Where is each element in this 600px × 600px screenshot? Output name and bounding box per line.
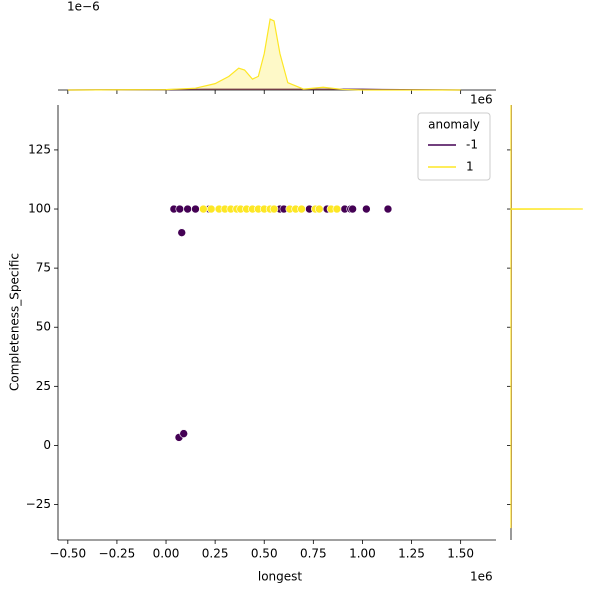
point xyxy=(314,204,324,214)
point xyxy=(183,204,192,214)
density-offset: 1e−6 xyxy=(67,0,100,14)
x-tick-label: 1.25 xyxy=(398,547,425,561)
x-axis-label: longest xyxy=(258,570,303,584)
x-tick-label: 0.00 xyxy=(153,547,180,561)
point xyxy=(179,429,189,438)
point xyxy=(362,204,371,214)
x-tick-label: 1.00 xyxy=(349,547,376,561)
x-tick-label: 0.50 xyxy=(251,547,278,561)
legend-box xyxy=(417,112,491,181)
y-tick-label: 125 xyxy=(28,142,51,156)
y-tick-label: 25 xyxy=(36,379,51,393)
legend-label: 1 xyxy=(466,160,474,174)
y-axis-label: Completeness_Specific xyxy=(8,253,22,391)
point xyxy=(191,204,200,214)
x-offset-top: 1e6 xyxy=(470,93,493,107)
x-tick-label: 0.75 xyxy=(300,547,327,561)
point xyxy=(175,204,185,214)
legend-title: anomaly xyxy=(428,118,480,132)
kde-line xyxy=(67,18,461,91)
x-tick-label: −0.50 xyxy=(49,547,86,561)
y-tick-label: −25 xyxy=(26,497,51,511)
point xyxy=(348,204,357,214)
x-tick-label: 1.50 xyxy=(447,547,474,561)
y-tick-label: 50 xyxy=(36,320,51,334)
point xyxy=(383,204,393,214)
point xyxy=(177,228,187,237)
y-tick-label: 75 xyxy=(36,261,51,275)
y-tick-label: 100 xyxy=(28,202,51,216)
point xyxy=(199,204,208,214)
kde-line xyxy=(510,105,583,529)
y-tick-label: 0 xyxy=(43,438,51,452)
x-tick-label: −0.25 xyxy=(99,547,136,561)
point xyxy=(297,204,306,214)
point xyxy=(206,204,216,214)
x-offset: 1e6 xyxy=(470,570,493,584)
x-tick-label: 0.25 xyxy=(202,547,229,561)
legend-label: -1 xyxy=(466,138,478,152)
point xyxy=(332,204,342,214)
point xyxy=(269,204,279,214)
